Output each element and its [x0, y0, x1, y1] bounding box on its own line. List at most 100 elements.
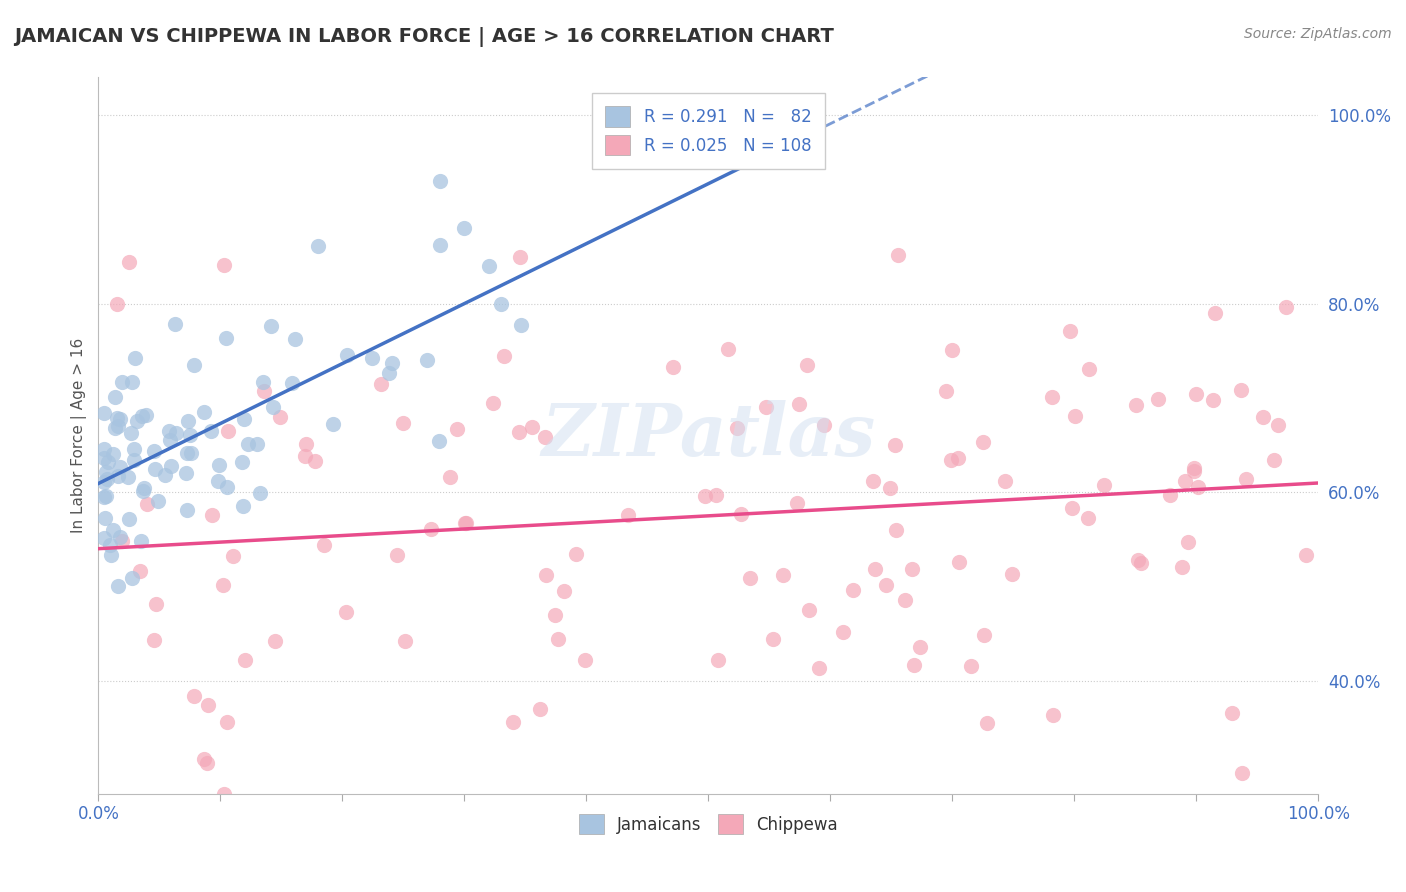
Point	[97, 454, 120, 468]
Point	[252, 375, 274, 389]
Point	[492, 349, 515, 363]
Point	[509, 250, 531, 264]
Point	[394, 634, 416, 648]
Point	[215, 714, 238, 729]
Point	[1184, 387, 1206, 401]
Point	[105, 411, 128, 425]
Point	[222, 549, 245, 563]
Point	[193, 752, 215, 766]
Point	[108, 460, 131, 475]
Point	[903, 657, 925, 672]
Point	[1251, 409, 1274, 424]
Point	[1202, 393, 1225, 408]
Point	[201, 508, 224, 523]
Point	[136, 497, 159, 511]
Point	[446, 422, 468, 436]
Point	[93, 406, 115, 420]
Point	[104, 420, 127, 434]
Point	[1187, 480, 1209, 494]
Point	[1295, 548, 1317, 562]
Point	[307, 239, 329, 253]
Point	[105, 296, 128, 310]
Point	[730, 507, 752, 521]
Point	[948, 451, 970, 466]
Point	[787, 397, 810, 411]
Point	[200, 425, 222, 439]
Point	[322, 417, 344, 431]
Point	[755, 400, 778, 414]
Point	[884, 438, 907, 452]
Point	[180, 446, 202, 460]
Point	[456, 516, 478, 531]
Point	[1092, 477, 1115, 491]
Point	[253, 384, 276, 399]
Point	[259, 319, 281, 334]
Point	[875, 578, 897, 592]
Point	[281, 376, 304, 391]
Point	[143, 462, 166, 476]
Point	[510, 318, 533, 333]
Point	[146, 493, 169, 508]
Point	[104, 390, 127, 404]
Point	[941, 453, 963, 467]
Point	[1125, 398, 1147, 412]
Point	[122, 442, 145, 456]
Point	[522, 420, 544, 434]
Point	[108, 412, 131, 426]
Point	[193, 405, 215, 419]
Point	[153, 468, 176, 483]
Point	[1234, 472, 1257, 486]
Point	[948, 555, 970, 569]
Point	[284, 332, 307, 346]
Point	[94, 510, 117, 524]
Point	[121, 376, 143, 390]
Point	[543, 607, 565, 622]
Point	[124, 351, 146, 366]
Point	[482, 396, 505, 410]
Point	[294, 437, 316, 451]
Point	[574, 653, 596, 667]
Point	[183, 689, 205, 703]
Point	[453, 221, 475, 235]
Point	[174, 466, 197, 480]
Point	[176, 446, 198, 460]
Point	[118, 511, 141, 525]
Point	[134, 481, 156, 495]
Point	[1042, 707, 1064, 722]
Point	[706, 652, 728, 666]
Point	[98, 538, 121, 552]
Point	[269, 410, 291, 425]
Point	[215, 330, 238, 344]
Point	[842, 582, 865, 597]
Point	[125, 414, 148, 428]
Point	[941, 343, 963, 358]
Point	[717, 343, 740, 357]
Point	[111, 375, 134, 389]
Point	[93, 475, 115, 489]
Point	[863, 562, 886, 576]
Point	[529, 701, 551, 715]
Point	[862, 474, 884, 488]
Point	[179, 428, 201, 442]
Point	[1077, 362, 1099, 376]
Point	[1171, 560, 1194, 574]
Point	[796, 358, 818, 372]
Point	[314, 538, 336, 552]
Point	[1177, 535, 1199, 549]
Point	[215, 480, 238, 494]
Point	[994, 474, 1017, 488]
Point	[429, 238, 451, 252]
Point	[132, 483, 155, 498]
Point	[832, 624, 855, 639]
Point	[101, 523, 124, 537]
Legend: R = 0.291   N =   82, R = 0.025   N = 108: R = 0.291 N = 82, R = 0.025 N = 108	[592, 93, 825, 169]
Point	[107, 579, 129, 593]
Point	[94, 489, 117, 503]
Point	[1174, 475, 1197, 489]
Point	[533, 430, 555, 444]
Point	[238, 436, 260, 450]
Point	[195, 756, 218, 770]
Point	[217, 424, 239, 438]
Point	[884, 524, 907, 538]
Point	[163, 317, 186, 331]
